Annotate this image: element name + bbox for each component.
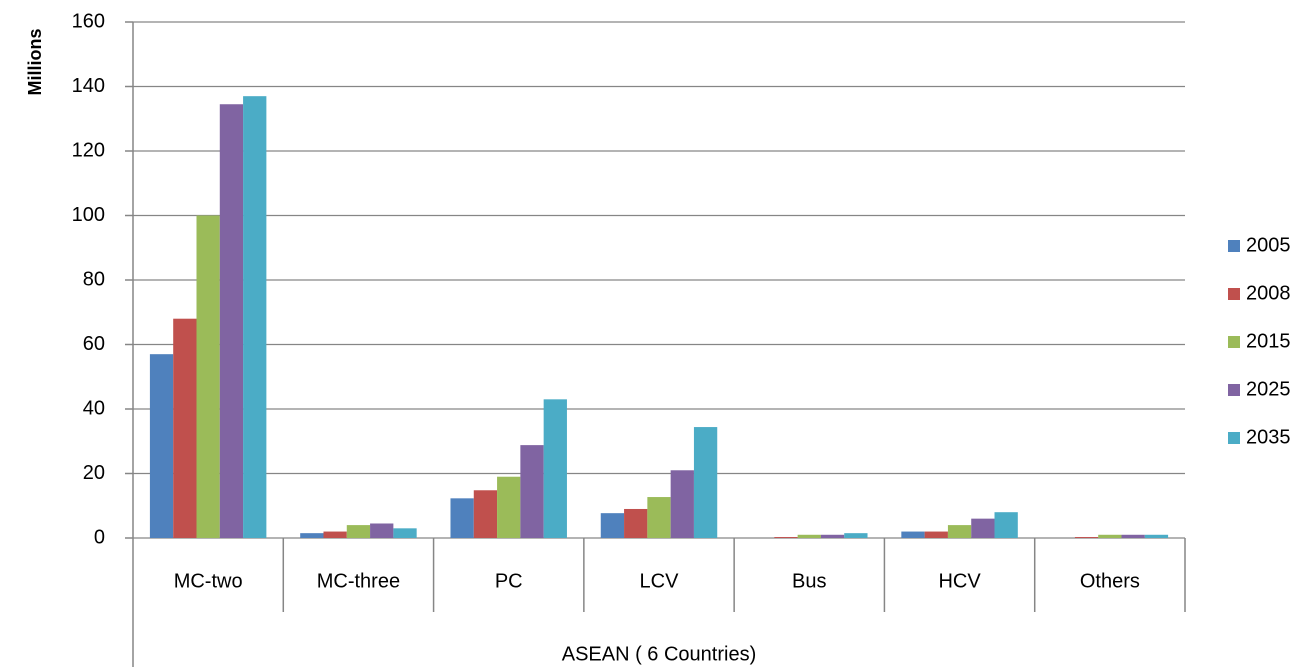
legend-swatch	[1228, 336, 1240, 348]
x-tick-label: MC-two	[174, 570, 243, 592]
bar	[370, 523, 394, 538]
y-tick-label: 100	[72, 204, 105, 226]
bar	[901, 531, 925, 538]
legend-swatch	[1228, 432, 1240, 444]
bar	[196, 215, 220, 538]
legend-label: 2035	[1246, 426, 1291, 448]
y-tick-label: 160	[72, 10, 105, 32]
bar	[1144, 534, 1169, 538]
bar	[797, 534, 821, 538]
bar	[924, 531, 948, 538]
bar	[947, 525, 972, 538]
bar	[693, 427, 718, 538]
y-tick-label: 40	[83, 397, 105, 419]
bar	[844, 533, 868, 538]
x-tick-label: PC	[495, 570, 523, 592]
legend-label: 2015	[1246, 330, 1291, 352]
bar	[600, 513, 625, 538]
bar	[994, 512, 1018, 538]
bar	[543, 399, 567, 538]
legend-swatch	[1228, 240, 1240, 252]
bar	[624, 508, 648, 538]
x-tick-label: HCV	[938, 570, 981, 592]
bar	[473, 490, 498, 538]
bar	[971, 518, 995, 538]
bar	[1121, 534, 1145, 538]
bar	[323, 531, 347, 538]
y-tick-label: 60	[83, 333, 105, 355]
x-tick-label: MC-three	[317, 570, 400, 592]
y-tick-label: 20	[83, 462, 105, 484]
legend-swatch	[1228, 288, 1240, 300]
x-tick-label: LCV	[640, 570, 680, 592]
y-axis-label: Millions	[25, 29, 45, 96]
bar	[393, 528, 417, 538]
y-tick-label: 140	[72, 75, 105, 97]
bar	[497, 476, 521, 538]
y-tick-label: 80	[83, 268, 105, 290]
x-tick-label: Bus	[792, 570, 826, 592]
legend-label: 2008	[1246, 282, 1291, 304]
bar	[243, 96, 267, 539]
bar	[219, 104, 244, 539]
bar	[346, 525, 371, 538]
bar	[647, 497, 671, 538]
bar	[173, 318, 197, 538]
legend-swatch	[1228, 384, 1240, 396]
bar	[450, 498, 474, 538]
bar	[520, 445, 544, 538]
bar	[670, 470, 694, 538]
bar	[300, 533, 324, 538]
y-tick-label: 120	[72, 139, 105, 161]
legend-label: 2005	[1246, 234, 1291, 256]
group-label: ASEAN ( 6 Countries)	[562, 643, 757, 665]
bar	[774, 537, 798, 538]
bar	[149, 354, 174, 538]
y-tick-label: 0	[94, 526, 105, 548]
x-tick-label: Others	[1080, 570, 1140, 592]
bar	[1074, 537, 1099, 538]
bar	[820, 534, 845, 538]
bar	[1098, 534, 1122, 538]
legend-label: 2025	[1246, 378, 1291, 400]
